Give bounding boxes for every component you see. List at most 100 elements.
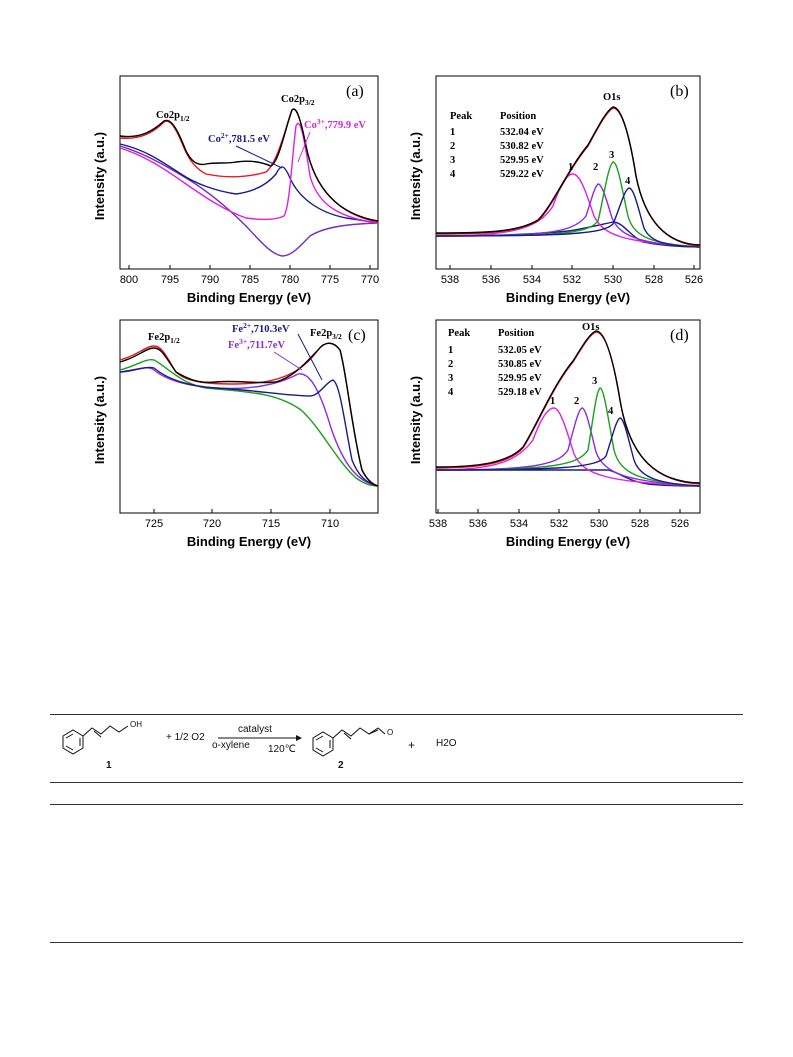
x-axis-label: Binding Energy (eV) [506, 534, 630, 549]
x-tick-label: 785 [241, 274, 259, 286]
x-tick-label: 526 [685, 274, 703, 286]
table-header-position: Position [498, 328, 534, 339]
x-tick-label: 775 [321, 274, 339, 286]
panel-label: (c) [348, 327, 366, 344]
peak4-curve [435, 417, 701, 487]
x-tick-label: 538 [429, 518, 447, 530]
x-tick-label: 770 [361, 274, 379, 286]
fe3-fit-curve [119, 367, 379, 487]
peak-number: 3 [609, 150, 614, 161]
reaction-structures [62, 725, 386, 757]
species-label: O1s [603, 92, 621, 103]
co3-arrow [297, 131, 311, 163]
table-cell: 1 [450, 127, 455, 138]
x-tick-label: 795 [161, 274, 179, 286]
table-header-peak: Peak [450, 111, 472, 122]
table-cell: 530.82 eV [500, 141, 544, 152]
table-cell: 4 [448, 387, 454, 398]
x-tick-label: 790 [201, 274, 219, 286]
peak3-curve [435, 161, 701, 248]
x-ticks: 725 720 715 710 [145, 509, 339, 530]
hydroxyl-label: OH [130, 720, 142, 729]
table-cell: 530.85 eV [498, 359, 542, 370]
co3-fit-curve [119, 122, 379, 224]
x-tick-label: 720 [203, 518, 221, 530]
panel-a: Intensity (a.u.) 800 795 790 785 780 775… [86, 66, 386, 310]
x-tick-label: 715 [262, 518, 280, 530]
x-tick-label: 528 [645, 274, 663, 286]
spectrum-curves [435, 106, 701, 248]
peak-number: 3 [592, 376, 597, 387]
table-header-peak: Peak [448, 328, 470, 339]
peak-number: 1 [568, 162, 573, 173]
x-tick-label: 532 [563, 274, 581, 286]
x-tick-label: 530 [590, 518, 608, 530]
water-label: H2O [436, 738, 457, 749]
table-cell: 3 [450, 155, 455, 166]
fe2p12-label: Fe2p1/2 [148, 332, 180, 345]
table-cell: 2 [448, 359, 453, 370]
panel-c: Intensity (a.u.) 725 720 715 710 Binding… [86, 310, 386, 554]
x-tick-label: 534 [523, 274, 541, 286]
x-tick-label: 528 [631, 518, 649, 530]
table-header-rule [50, 782, 743, 783]
background-curve [119, 358, 379, 487]
peak1-curve [435, 407, 701, 487]
reaction-scheme: OH 1 + 1/2 O2 catalyst o-xylene 120℃ O 2… [50, 714, 743, 782]
x-tick-label: 710 [321, 518, 339, 530]
y-axis-label: Intensity (a.u.) [92, 376, 107, 464]
background-curve [119, 145, 379, 257]
envelope-curve [435, 331, 701, 485]
panel-label: (b) [670, 83, 689, 100]
table-cell: 529.18 eV [498, 387, 542, 398]
panel-a-chart: Intensity (a.u.) 800 795 790 785 780 775… [92, 75, 379, 305]
oxygen-reagent: + 1/2 O2 [166, 732, 205, 743]
cinnamaldehyde-structure [312, 727, 386, 757]
reaction-arrowhead [296, 735, 302, 741]
x-axis-label: Binding Energy (eV) [187, 534, 311, 549]
table-cell: 4 [450, 169, 456, 180]
temperature-label: 120℃ [268, 744, 296, 755]
table-cell: 529.95 eV [498, 373, 542, 384]
table-cell: 1 [448, 345, 453, 356]
co2-fit-curve [119, 143, 379, 224]
co2p32-label: Co2p3/2 [281, 94, 315, 107]
catalyst-label: catalyst [238, 724, 272, 735]
peak-number: 2 [574, 396, 579, 407]
co2p12-label: Co2p1/2 [156, 110, 190, 123]
spectrum-curves [435, 330, 701, 487]
table-top-rule [50, 714, 743, 715]
species-label: O1s [582, 322, 600, 333]
peak-number: 4 [608, 406, 614, 417]
y-axis-label: Intensity (a.u.) [408, 132, 423, 220]
x-tick-label: 780 [281, 274, 299, 286]
panel-d: Intensity (a.u.) 538 536 534 532 530 528… [408, 310, 708, 554]
table-header-position: Position [500, 111, 536, 122]
peak3-curve [435, 387, 701, 487]
fe2-annotation: Fe2+,710.3eV [232, 321, 290, 335]
x-ticks: 538 536 534 532 530 528 526 [429, 509, 689, 530]
peak-number: 4 [625, 176, 631, 187]
raw-data-curve [119, 342, 379, 487]
table-cell: 529.22 eV [500, 169, 544, 180]
envelope-curve [119, 342, 379, 487]
x-tick-label: 538 [441, 274, 459, 286]
peak2-curve [435, 183, 701, 248]
fe2-arrow [297, 333, 323, 381]
fe2-fit-curve [119, 366, 379, 487]
fe3-annotation: Fe3+,711.7eV [228, 337, 285, 351]
spectrum-curves [119, 342, 379, 487]
peak-number: 1 [550, 396, 555, 407]
x-ticks: 800 795 790 785 780 775 770 [120, 265, 379, 286]
table-cell: 2 [450, 141, 455, 152]
solvent-label: o-xylene [212, 740, 250, 751]
plus-sign: + [408, 738, 416, 752]
co3-annotation: Co3+,779.9 eV [304, 117, 366, 131]
carbonyl-label: O [387, 728, 394, 737]
peak-table: 1 532.04 eV 2 530.82 eV 3 529.95 eV 4 52… [450, 127, 544, 180]
x-ticks: 538 536 534 532 530 528 526 [441, 265, 703, 286]
spectrum-curves [119, 108, 379, 257]
table-mid-rule [50, 804, 743, 805]
peak-table: 1 532.05 eV 2 530.85 eV 3 529.95 eV 4 52… [448, 345, 542, 398]
panel-label: (a) [346, 83, 364, 100]
